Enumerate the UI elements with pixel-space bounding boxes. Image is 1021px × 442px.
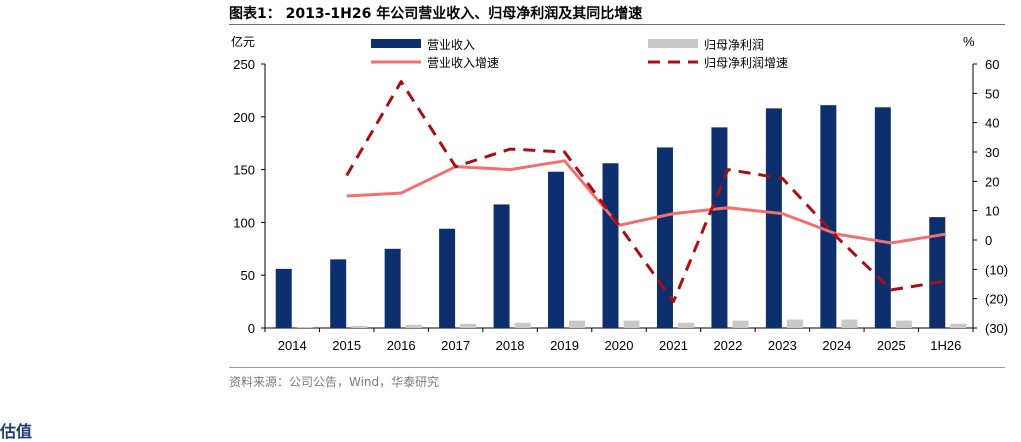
right-tick-label: (30) (985, 321, 1008, 336)
bar-revenue (820, 105, 837, 329)
bar-revenue (384, 248, 401, 328)
section-heading-fragment: 估值 (0, 422, 33, 441)
bar-revenue (275, 268, 292, 328)
source-divider (229, 367, 1005, 368)
x-tick-label: 2015 (332, 338, 361, 353)
x-tick-label: 2023 (768, 338, 797, 353)
right-tick-label: (10) (985, 262, 1008, 277)
bar-net-profit (296, 326, 313, 328)
line-revenue-growth (346, 159, 947, 245)
left-tick-label: 0 (248, 321, 255, 336)
x-tick-label: 2019 (550, 338, 579, 353)
bar-revenue (439, 228, 456, 328)
source-note: 资料来源：公司公告，Wind，华泰研究 (229, 375, 440, 389)
bar-revenue (874, 107, 891, 329)
bar-revenue (548, 171, 565, 328)
x-tick-label: 2025 (877, 338, 906, 353)
right-tick-label: 30 (985, 145, 999, 160)
left-tick-label: 200 (233, 110, 255, 125)
bar-net-profit (569, 320, 586, 328)
right-tick-label: (20) (985, 292, 1008, 307)
bar-revenue (493, 204, 510, 328)
x-tick-label: 2024 (822, 338, 851, 353)
bar-net-profit (514, 322, 531, 328)
bar-revenue (711, 127, 728, 328)
x-tick-label: 1H26 (930, 338, 961, 353)
legend-swatch (648, 39, 698, 48)
left-axis-unit: 亿元 (231, 34, 255, 49)
bar-net-profit (351, 325, 368, 328)
bar-revenue (765, 108, 782, 329)
legend-label: 营业收入 (427, 38, 475, 52)
x-tick-label: 2022 (713, 338, 742, 353)
x-tick-label: 2021 (659, 338, 688, 353)
bar-revenue (656, 147, 673, 328)
right-axis-unit: % (963, 34, 975, 49)
legend-label: 归母净利润 (704, 38, 764, 52)
left-tick-label: 100 (233, 215, 255, 230)
bar-net-profit (623, 320, 640, 328)
x-tick-label: 2014 (278, 338, 307, 353)
legend-label: 归母净利润增速 (704, 56, 788, 70)
right-tick-label: 60 (985, 57, 999, 72)
bar-net-profit (786, 319, 803, 328)
bar-net-profit (677, 322, 694, 328)
bar-net-profit (732, 320, 749, 328)
right-tick-label: 50 (985, 86, 999, 101)
legend-swatch (371, 39, 421, 48)
left-tick-label: 250 (233, 57, 255, 72)
right-tick-label: 40 (985, 116, 999, 131)
bar-net-profit (405, 324, 422, 328)
x-tick-label: 2017 (441, 338, 470, 353)
bar-net-profit (841, 319, 858, 328)
x-tick-label: 2018 (496, 338, 525, 353)
left-tick-label: 150 (233, 163, 255, 178)
bar-revenue (929, 217, 946, 328)
right-tick-label: 20 (985, 174, 999, 189)
left-tick-label: 50 (241, 268, 255, 283)
bar-net-profit (950, 323, 967, 328)
bar-revenue (602, 163, 619, 328)
legend-label: 营业收入增速 (427, 56, 499, 70)
x-tick-label: 2020 (605, 338, 634, 353)
chart: 0 50 100 150 200 250 (30) (20) (10) 0 10 20 30 40 50 60… (231, 34, 1008, 353)
line-net-profit-growth (345, 80, 947, 304)
x-tick-label: 2016 (387, 338, 416, 353)
right-tick-label: 10 (985, 204, 999, 219)
right-tick-label: 0 (985, 233, 992, 248)
figure-title: 图表1： 2013-1H26 年公司营业收入、归母净利润及其同比增速 (229, 6, 643, 22)
bar-revenue (330, 259, 347, 328)
bar-net-profit (460, 323, 477, 328)
title-divider (229, 24, 1005, 25)
bar-net-profit (895, 320, 912, 328)
